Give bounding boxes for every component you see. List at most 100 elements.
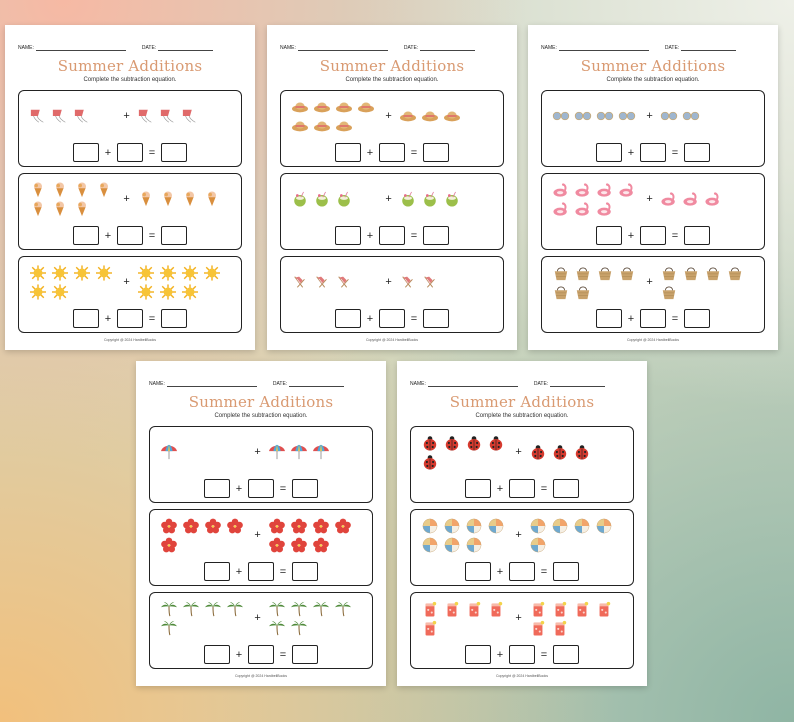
date-field[interactable] bbox=[158, 45, 214, 51]
worksheet-instructions: Complete the subtraction equation. bbox=[345, 77, 439, 83]
beach-ball-icon bbox=[528, 536, 548, 553]
second-number-box[interactable] bbox=[117, 143, 143, 162]
first-number-box[interactable] bbox=[596, 226, 622, 245]
first-number-box[interactable] bbox=[465, 645, 491, 664]
sum-box[interactable] bbox=[161, 226, 187, 245]
second-number-box[interactable] bbox=[640, 143, 666, 162]
beach-umbrella-icon bbox=[267, 444, 287, 461]
plus-sign: + bbox=[123, 110, 130, 122]
first-number-box[interactable] bbox=[465, 562, 491, 581]
header-fields: NAME: DATE: bbox=[280, 43, 504, 51]
sum-box[interactable] bbox=[684, 226, 710, 245]
first-number-box[interactable] bbox=[335, 309, 361, 328]
first-number-box[interactable] bbox=[204, 479, 230, 498]
palm-tree-icon bbox=[289, 619, 309, 636]
problem-box: + + = bbox=[280, 256, 504, 333]
second-number-box[interactable] bbox=[117, 309, 143, 328]
date-field[interactable] bbox=[420, 45, 476, 51]
sun-icon bbox=[28, 264, 48, 281]
sum-box[interactable] bbox=[292, 645, 318, 664]
palm-tree-icon bbox=[203, 600, 223, 617]
flamingo-float-icon bbox=[595, 200, 615, 217]
copyright-text: Copyright @ 2024 HardbellBooks bbox=[104, 338, 156, 342]
first-number-box[interactable] bbox=[204, 562, 230, 581]
first-number-box[interactable] bbox=[204, 645, 230, 664]
hibiscus-flower-icon bbox=[311, 536, 331, 553]
flamingo-float-icon bbox=[551, 200, 571, 217]
first-addend-group bbox=[419, 516, 512, 554]
first-number-box[interactable] bbox=[73, 226, 99, 245]
sum-box[interactable] bbox=[161, 309, 187, 328]
copyright-text: Copyright @ 2024 HardbellBooks bbox=[235, 674, 287, 678]
date-field[interactable] bbox=[550, 381, 606, 387]
plus-sign: + bbox=[496, 482, 504, 495]
sun-hat-icon bbox=[290, 117, 310, 134]
first-addend-group bbox=[27, 180, 120, 218]
sum-box[interactable] bbox=[553, 645, 579, 664]
date-field[interactable] bbox=[681, 45, 737, 51]
second-number-box[interactable] bbox=[640, 226, 666, 245]
second-number-box[interactable] bbox=[509, 645, 535, 664]
beach-chair-icon bbox=[334, 274, 354, 291]
worksheet-instructions: Complete the subtraction equation. bbox=[475, 413, 569, 419]
coconut-drink-icon bbox=[290, 191, 310, 208]
sum-box[interactable] bbox=[684, 143, 710, 162]
second-addend-group bbox=[397, 273, 495, 292]
sum-box[interactable] bbox=[553, 479, 579, 498]
second-number-box[interactable] bbox=[248, 645, 274, 664]
plus-sign: + bbox=[515, 529, 522, 541]
equation-row: + = bbox=[158, 562, 364, 581]
second-number-box[interactable] bbox=[379, 143, 405, 162]
kite-icon bbox=[28, 108, 48, 125]
second-number-box[interactable] bbox=[379, 226, 405, 245]
first-number-box[interactable] bbox=[596, 309, 622, 328]
hibiscus-flower-icon bbox=[333, 517, 353, 534]
sum-box[interactable] bbox=[553, 562, 579, 581]
second-number-box[interactable] bbox=[509, 479, 535, 498]
name-field[interactable] bbox=[297, 45, 388, 51]
date-field[interactable] bbox=[289, 381, 345, 387]
hibiscus-flower-icon bbox=[181, 517, 201, 534]
second-number-box[interactable] bbox=[640, 309, 666, 328]
sum-box[interactable] bbox=[292, 479, 318, 498]
hibiscus-flower-icon bbox=[203, 517, 223, 534]
sum-box[interactable] bbox=[684, 309, 710, 328]
beach-chair-icon bbox=[290, 274, 310, 291]
flamingo-float-icon bbox=[617, 181, 637, 198]
equals-sign: = bbox=[540, 648, 548, 661]
sum-box[interactable] bbox=[292, 562, 318, 581]
equals-sign: = bbox=[671, 146, 679, 159]
sum-box[interactable] bbox=[423, 226, 449, 245]
second-number-box[interactable] bbox=[509, 562, 535, 581]
name-field[interactable] bbox=[558, 45, 649, 51]
second-number-box[interactable] bbox=[248, 562, 274, 581]
sum-box[interactable] bbox=[423, 143, 449, 162]
name-field[interactable] bbox=[35, 45, 126, 51]
first-number-box[interactable] bbox=[73, 143, 99, 162]
sun-hat-icon bbox=[334, 117, 354, 134]
second-number-box[interactable] bbox=[117, 226, 143, 245]
second-addend-group bbox=[397, 190, 495, 209]
first-number-box[interactable] bbox=[73, 309, 99, 328]
sum-box[interactable] bbox=[423, 309, 449, 328]
first-number-box[interactable] bbox=[465, 479, 491, 498]
plus-sign: + bbox=[627, 229, 635, 242]
beach-bag-icon bbox=[551, 283, 571, 300]
first-number-box[interactable] bbox=[335, 143, 361, 162]
name-field[interactable] bbox=[166, 381, 257, 387]
second-addend-group bbox=[266, 599, 364, 637]
sum-box[interactable] bbox=[161, 143, 187, 162]
first-addend-group bbox=[419, 433, 512, 471]
header-fields: NAME: DATE: bbox=[18, 43, 242, 51]
first-number-box[interactable] bbox=[596, 143, 622, 162]
second-addend-group bbox=[135, 107, 233, 126]
second-number-box[interactable] bbox=[248, 479, 274, 498]
problem-box: + + = bbox=[18, 173, 242, 250]
equals-sign: = bbox=[148, 146, 156, 159]
first-number-box[interactable] bbox=[335, 226, 361, 245]
equals-sign: = bbox=[671, 229, 679, 242]
strawberry-drink-icon bbox=[572, 600, 592, 617]
equation-row: + = bbox=[550, 309, 756, 328]
second-number-box[interactable] bbox=[379, 309, 405, 328]
name-field[interactable] bbox=[427, 381, 518, 387]
